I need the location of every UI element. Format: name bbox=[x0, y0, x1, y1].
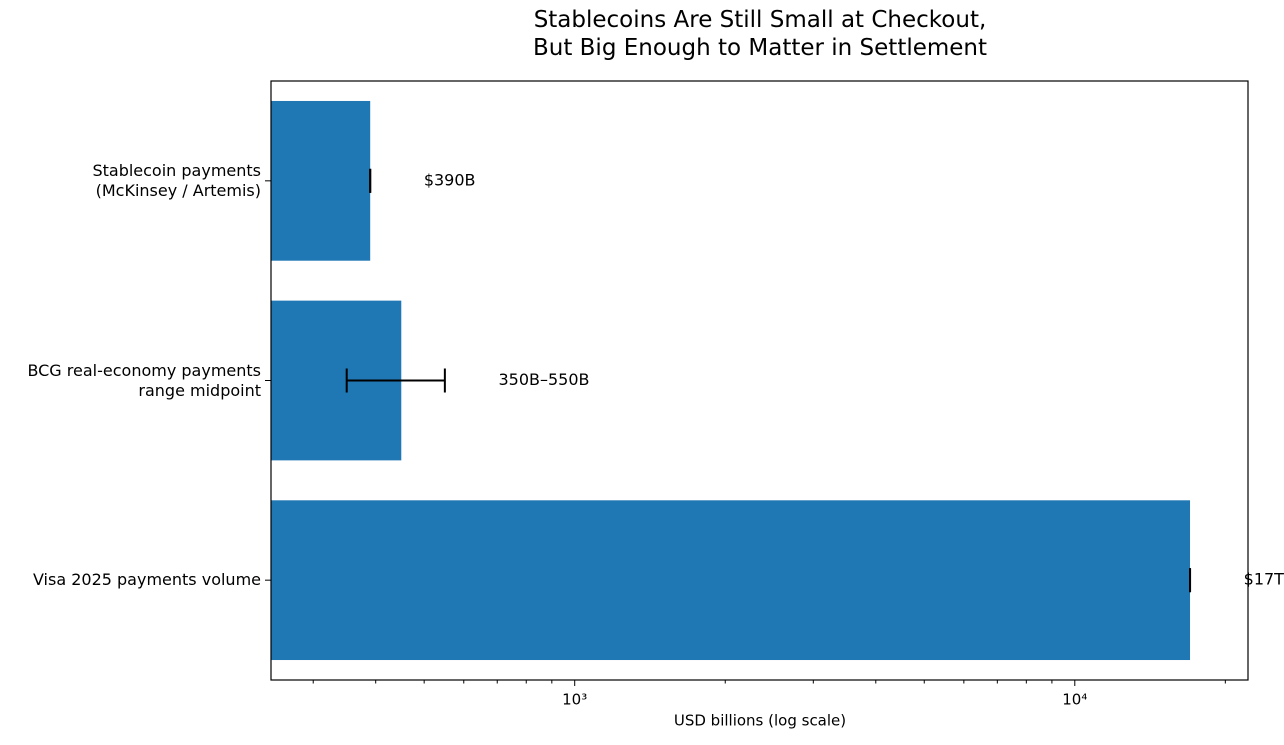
y-tick-label: Visa 2025 payments volume bbox=[32, 570, 261, 590]
x-tick-label: 10⁴ bbox=[1062, 691, 1087, 709]
value-label: 350B–550B bbox=[498, 370, 589, 389]
x-axis-label: USD billions (log scale) bbox=[674, 712, 846, 730]
bar bbox=[271, 100, 371, 261]
y-tick-label: BCG real-economy payments range midpoint bbox=[27, 360, 261, 400]
chart-title: Stablecoins Are Still Small at Checkout,… bbox=[532, 7, 988, 61]
y-tick-label: Stablecoin payments (McKinsey / Artemis) bbox=[92, 160, 261, 200]
value-label: $390B bbox=[424, 170, 476, 189]
value-label: $17T bbox=[1244, 570, 1284, 589]
bar bbox=[271, 500, 1191, 661]
x-tick-label: 10³ bbox=[562, 691, 587, 709]
plot-frame bbox=[270, 80, 1249, 681]
